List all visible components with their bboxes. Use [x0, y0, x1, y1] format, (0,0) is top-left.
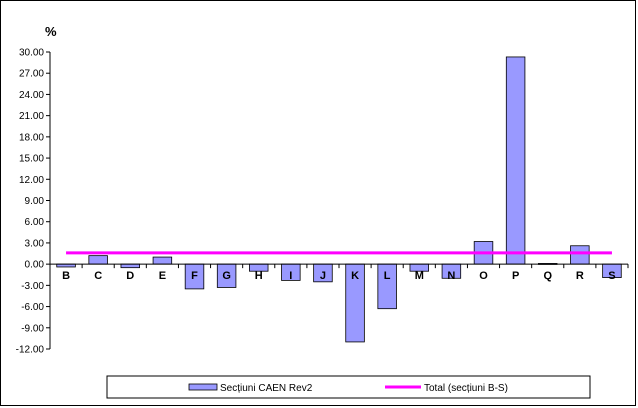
x-tick-label: F — [191, 270, 198, 282]
x-tick-label: S — [608, 270, 615, 282]
x-tick-label: B — [62, 270, 70, 282]
x-tick-label: K — [351, 270, 359, 282]
y-tick-label: 0.00 — [25, 260, 45, 271]
y-tick-label: 6.00 — [25, 217, 45, 228]
y-tick-label: 3.00 — [25, 238, 45, 249]
y-tick-label: 9.00 — [25, 196, 45, 207]
x-tick-label: J — [320, 270, 326, 282]
y-tick-label: 18.00 — [19, 132, 44, 143]
bars — [56, 56, 622, 343]
legend-bar-label: Secțiuni CAEN Rev2 — [220, 383, 313, 394]
x-tick-label: I — [289, 270, 292, 282]
x-tick-label: N — [447, 270, 455, 282]
bar-P — [505, 56, 526, 265]
y-tick-label: 12.00 — [19, 175, 44, 186]
y-tick-label: 30.00 — [19, 48, 44, 59]
x-tick-label: R — [576, 270, 584, 282]
x-tick-label: G — [222, 270, 231, 282]
x-tick-label: O — [479, 270, 488, 282]
bar-C — [88, 255, 108, 265]
bar-E — [152, 256, 173, 265]
y-tick-label: -6.00 — [21, 302, 44, 313]
y-tick-label: 24.00 — [19, 90, 44, 101]
y-axis-unit-label: % — [45, 24, 57, 39]
y-tick-label: 27.00 — [19, 69, 44, 80]
legend-box — [106, 375, 591, 399]
x-tick-label: L — [384, 270, 391, 282]
legend: Secțiuni CAEN Rev2 Total (secțiuni B-S) — [106, 375, 591, 399]
y-axis: 30.00 27.00 24.00 21.00 18.00 15.00 12.00 9.00 6… — [16, 48, 51, 356]
legend-line-label: Total (secțiuni B-S) — [424, 383, 508, 394]
y-tick-label: -12.00 — [16, 345, 45, 356]
x-tick-label: Q — [543, 270, 552, 282]
bar-R — [570, 245, 590, 265]
y-tick-label: 15.00 — [19, 154, 44, 165]
x-tick-label: C — [94, 270, 102, 282]
y-tick-label: -9.00 — [21, 323, 44, 334]
legend-bar-swatch — [188, 383, 218, 391]
x-tick-label: M — [415, 270, 424, 282]
x-tick-label: E — [159, 270, 166, 282]
x-tick-label: D — [126, 270, 134, 282]
y-tick-label: 21.00 — [19, 111, 44, 122]
bar-D — [120, 263, 140, 269]
x-axis: B C D E F G H I J K L M N O P Q R S — [49, 263, 629, 282]
x-tick-label: H — [255, 270, 263, 282]
y-tick-label: -3.00 — [21, 281, 44, 292]
x-tick-label: P — [512, 270, 519, 282]
